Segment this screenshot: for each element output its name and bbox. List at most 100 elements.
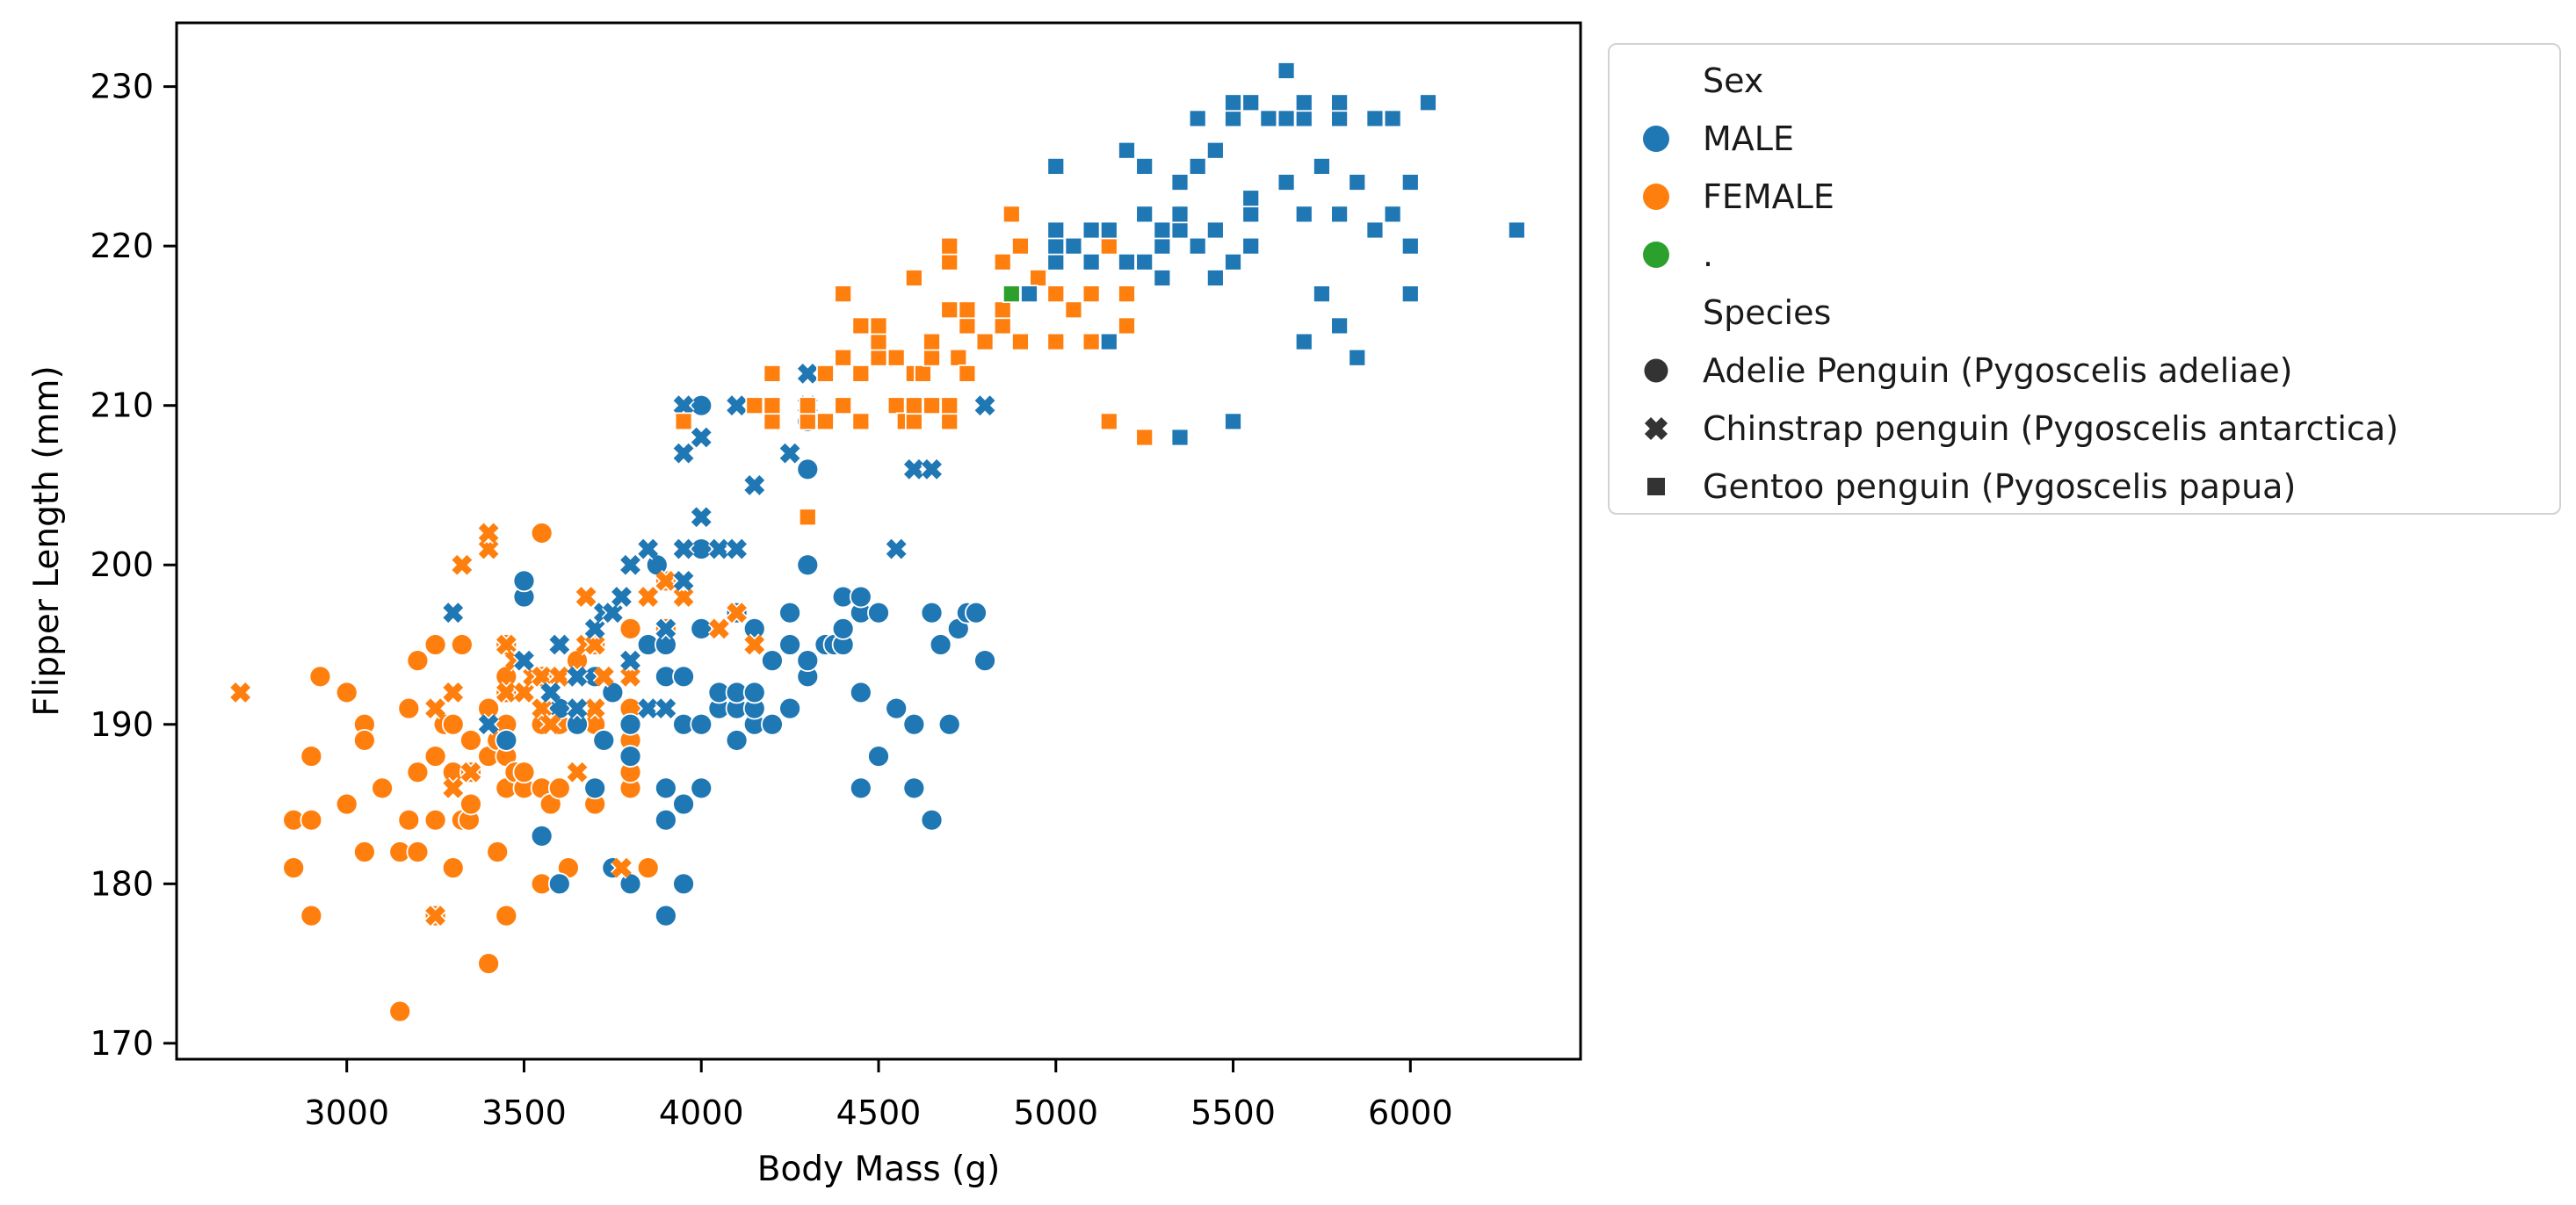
x-tick-label: 5500: [1190, 1093, 1276, 1132]
data-point: [423, 745, 447, 768]
data-point: [761, 712, 784, 736]
data-point: [1011, 236, 1030, 256]
gentoo-square-icon: [1647, 478, 1665, 495]
data-point: [619, 712, 642, 736]
data-point: [451, 553, 474, 576]
data-point: [1330, 93, 1349, 112]
legend-item-label: Adelie Penguin (Pygoscelis adeliae): [1703, 351, 2293, 390]
data-point: [1330, 316, 1349, 336]
data-point: [958, 364, 977, 383]
data-point: [1365, 220, 1385, 240]
legend-species-title-label: Species: [1703, 293, 1832, 332]
data-point: [442, 776, 465, 799]
data-point: [459, 761, 482, 783]
data-point: [450, 633, 474, 656]
data-point: [1188, 236, 1207, 256]
dot-circle-icon: [1643, 242, 1669, 268]
data-point: [940, 300, 959, 320]
data-point: [1064, 236, 1083, 256]
data-point: [1082, 220, 1101, 240]
data-point: [388, 999, 412, 1023]
data-point: [619, 649, 642, 672]
data-point: [834, 396, 853, 415]
data-point: [690, 393, 713, 417]
data-point: [726, 602, 749, 624]
data-point: [904, 412, 923, 431]
data-point: [672, 585, 695, 609]
data-point: [778, 696, 802, 720]
male-circle-icon: [1643, 126, 1669, 152]
data-point: [940, 252, 959, 271]
legend-item-label: MALE: [1703, 119, 1794, 158]
data-point: [495, 904, 518, 927]
data-point: [1046, 332, 1066, 351]
data-point: [1294, 93, 1313, 112]
data-point: [1046, 236, 1066, 256]
data-point: [512, 761, 536, 784]
legend-item-label: Gentoo penguin (Pygoscelis papua): [1703, 467, 2297, 506]
data-point: [742, 681, 766, 704]
data-point: [352, 729, 376, 752]
legend-sex-title-label: Sex: [1703, 61, 1764, 100]
data-point: [1224, 252, 1242, 271]
x-axis-label: Body Mass (g): [757, 1150, 1001, 1189]
female-circle-icon: [1643, 184, 1669, 210]
data-point: [539, 681, 562, 704]
data-point: [566, 712, 589, 736]
data-point: [725, 729, 749, 752]
data-point: [1046, 285, 1066, 304]
data-point: [477, 696, 501, 720]
data-point: [849, 681, 872, 704]
legend-item-label: .: [1703, 235, 1714, 274]
data-point: [1330, 109, 1349, 128]
data-point: [742, 617, 766, 640]
data-point: [886, 348, 906, 367]
data-point: [973, 394, 996, 417]
data-point: [796, 649, 820, 673]
data-point: [335, 792, 358, 816]
data-point: [1313, 156, 1331, 176]
data-point: [1135, 205, 1154, 224]
data-point: [920, 458, 944, 480]
data-point: [993, 316, 1012, 336]
data-point: [424, 905, 447, 927]
y-tick-label: 200: [90, 545, 154, 584]
data-point: [1205, 141, 1225, 160]
data-point: [371, 776, 394, 800]
data-point: [707, 538, 730, 560]
data-point: [636, 856, 660, 880]
legend-item-gentoo: Gentoo penguin (Pygoscelis papua): [1610, 458, 2559, 516]
data-point: [834, 285, 853, 304]
data-point: [1205, 220, 1225, 240]
data-point: [849, 776, 872, 800]
y-tick-label: 190: [90, 705, 154, 744]
data-point: [1135, 156, 1154, 176]
data-point: [1170, 220, 1190, 240]
data-point: [923, 332, 941, 351]
legend-item-male: MALE: [1610, 110, 2559, 168]
x-tick-label: 3500: [481, 1093, 567, 1132]
data-point: [1099, 220, 1118, 240]
data-point: [902, 458, 925, 480]
y-tick-label: 180: [90, 864, 154, 903]
data-point: [816, 412, 835, 431]
data-point: [637, 697, 660, 720]
x-axis-ticks: 3000 3500 4000 4500 5000 5500 6000: [304, 1059, 1453, 1132]
data-point: [1020, 285, 1038, 304]
y-tick-label: 230: [90, 68, 154, 106]
data-point: [885, 696, 908, 720]
data-point: [530, 522, 554, 545]
data-point: [1294, 205, 1313, 224]
data-point: [965, 601, 988, 624]
y-tick-label: 220: [90, 227, 154, 265]
data-point: [423, 633, 447, 656]
data-point: [1046, 252, 1066, 271]
data-point: [300, 745, 323, 768]
legend-item-label: FEMALE: [1703, 177, 1834, 216]
data-point: [1135, 428, 1154, 447]
data-point: [441, 712, 465, 736]
data-point: [834, 348, 853, 367]
x-tick-label: 3000: [304, 1093, 389, 1132]
data-point: [1383, 205, 1402, 224]
